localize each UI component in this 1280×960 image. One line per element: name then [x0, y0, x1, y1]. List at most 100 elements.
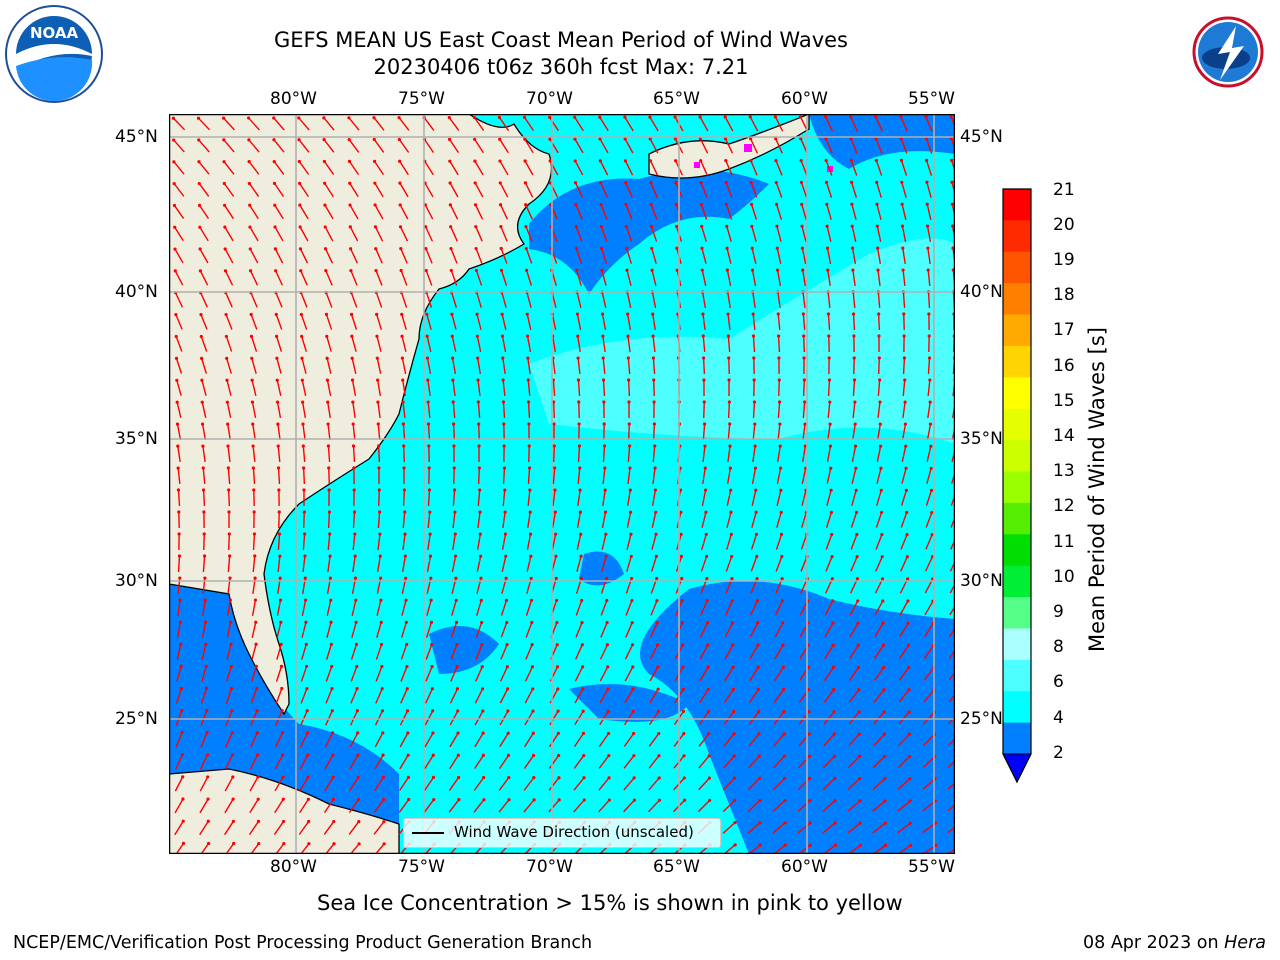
- wind-arrow-head: [228, 554, 232, 558]
- lon-label-bottom: 55°W: [908, 857, 955, 877]
- wind-arrow: [173, 161, 185, 175]
- colorbar-segment: [1003, 659, 1031, 692]
- wind-arrow-head: [305, 709, 309, 713]
- wind-arrow: [873, 667, 885, 681]
- wind-arrow-head: [175, 422, 180, 426]
- wind-arrow: [552, 489, 556, 507]
- wind-arrow-head: [574, 246, 579, 251]
- wind-arrow-head: [574, 203, 578, 207]
- wind-arrow-head: [776, 312, 780, 316]
- wind-arrow-head: [927, 312, 931, 316]
- wind-arrow-head: [624, 202, 628, 207]
- wind-arrow: [402, 401, 406, 419]
- wind-arrow: [325, 688, 333, 704]
- wind-arrow-head: [781, 643, 785, 647]
- wind-arrow-head: [228, 576, 232, 580]
- wind-arrow: [727, 335, 731, 353]
- wind-arrow-head: [928, 422, 933, 426]
- wind-arrow: [777, 445, 781, 463]
- wind-arrow-head: [499, 268, 504, 272]
- wind-arrow-head: [479, 554, 483, 558]
- wind-arrow: [703, 401, 705, 419]
- map-panel[interactable]: Wind Wave Direction (unscaled): [169, 114, 955, 854]
- wind-arrow-head: [605, 598, 609, 603]
- wind-arrow-head: [304, 642, 308, 646]
- wind-arrow: [326, 358, 332, 374]
- wind-arrow: [276, 622, 282, 638]
- wind-arrow: [523, 116, 535, 132]
- wind-arrow-head: [950, 180, 954, 184]
- wind-arrow-head: [858, 776, 862, 781]
- wind-arrow: [250, 732, 258, 748]
- wind-arrow: [599, 116, 609, 132]
- wind-arrow-head: [903, 378, 907, 382]
- wind-arrow: [700, 556, 708, 572]
- wind-arrow-head: [478, 532, 482, 536]
- wind-arrow-head: [580, 598, 584, 603]
- wind-arrow: [852, 423, 856, 441]
- wind-arrow: [373, 821, 385, 835]
- wind-arrow: [300, 843, 310, 854]
- wind-arrow: [626, 534, 632, 550]
- wind-arrow: [601, 534, 607, 550]
- wind-arrow-head: [601, 334, 605, 338]
- wind-arrow: [827, 291, 831, 309]
- wind-arrow-head: [229, 620, 233, 624]
- wind-arrow-head: [883, 754, 887, 758]
- wind-arrow-head: [425, 334, 429, 338]
- wind-arrow-head: [651, 312, 655, 316]
- wind-arrow-head: [807, 710, 811, 714]
- wind-arrow: [851, 226, 857, 242]
- wind-arrow: [324, 248, 334, 264]
- wind-arrow: [624, 160, 634, 176]
- wind-arrow: [723, 711, 735, 725]
- wind-arrow: [898, 689, 910, 703]
- wind-arrow: [777, 335, 781, 353]
- wind-arrow: [300, 666, 308, 682]
- colorbar-tick: 19: [1053, 250, 1075, 270]
- wind-arrow: [825, 182, 833, 198]
- wind-arrow: [377, 555, 381, 573]
- wind-arrow: [349, 182, 359, 198]
- wind-arrow-head: [330, 686, 334, 691]
- lat-label-left: 30°N: [115, 571, 158, 591]
- wind-arrow-head: [502, 466, 507, 470]
- wind-arrow-head: [606, 709, 610, 713]
- wind-arrow: [174, 248, 184, 264]
- wind-arrow: [423, 799, 435, 813]
- wind-arrow-head: [623, 159, 628, 163]
- wind-arrow-head: [832, 687, 836, 692]
- wind-arrow: [577, 489, 581, 507]
- wind-arrow-head: [880, 510, 884, 515]
- wind-arrow: [776, 270, 782, 286]
- wind-arrow-head: [275, 356, 279, 360]
- wind-arrow: [602, 357, 606, 375]
- wind-arrow-head: [629, 510, 633, 514]
- wind-arrow: [227, 489, 231, 507]
- wind-arrow-head: [924, 115, 928, 119]
- wind-arrow: [826, 490, 832, 506]
- wind-arrow-head: [173, 225, 177, 229]
- wind-arrow: [450, 666, 458, 682]
- wind-arrow-head: [527, 422, 531, 426]
- wind-arrow-head: [500, 334, 505, 338]
- wind-arrow-head: [398, 159, 402, 163]
- wind-arrow: [897, 755, 911, 769]
- wind-arrow-head: [306, 775, 310, 779]
- wind-arrow-head: [275, 378, 279, 382]
- wind-arrow: [927, 379, 931, 397]
- wind-arrow: [848, 667, 860, 681]
- wind-arrow: [574, 160, 584, 176]
- wind-arrow: [827, 269, 831, 287]
- wind-arrow: [399, 754, 409, 770]
- wind-arrow-head: [172, 138, 176, 142]
- wind-arrow-head: [430, 665, 434, 669]
- wind-arrow-head: [733, 821, 737, 825]
- wind-arrow-head: [255, 686, 259, 691]
- wind-arrow: [875, 116, 883, 132]
- wind-arrow-head: [202, 532, 206, 536]
- wind-arrow: [201, 380, 207, 396]
- wind-arrow: [875, 512, 883, 528]
- wind-arrow-head: [930, 510, 934, 515]
- wind-arrow: [499, 710, 509, 726]
